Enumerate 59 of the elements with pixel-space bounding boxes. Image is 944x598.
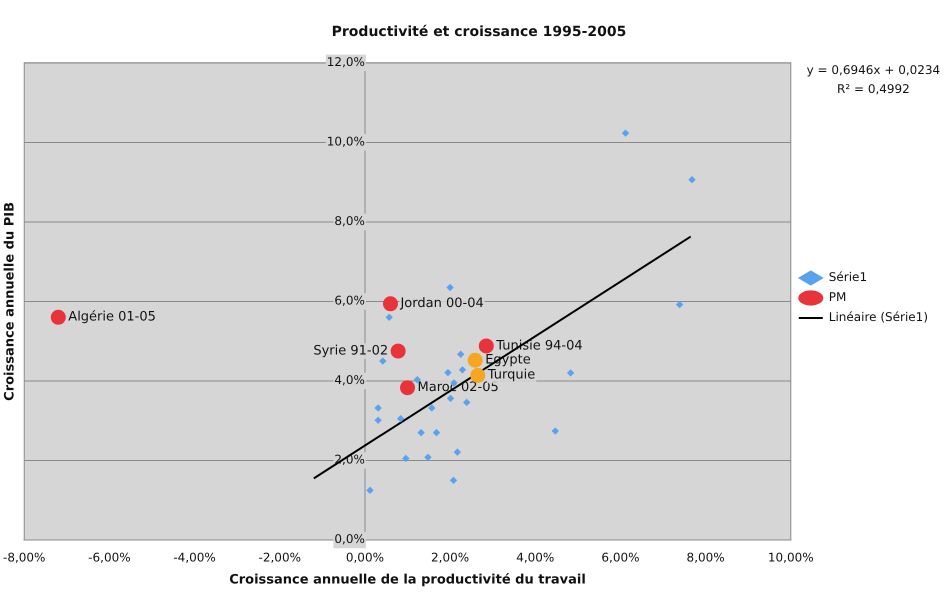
point <box>454 448 461 456</box>
point <box>688 176 696 184</box>
point <box>424 454 432 461</box>
point <box>432 429 440 436</box>
point <box>386 314 393 321</box>
data-label: Algérie 01-05 <box>68 310 156 325</box>
point <box>458 366 466 374</box>
legend-label: Série1 <box>828 270 868 284</box>
point <box>463 398 470 406</box>
point <box>50 310 66 325</box>
data-label: Syrie 91-02 <box>313 343 388 358</box>
chart-title: Productivité et croissance 1995-2005 <box>332 24 626 40</box>
x-tick-label: -8,00% <box>3 550 46 564</box>
legend-label: Linéaire (Série1) <box>828 310 928 324</box>
point <box>457 350 464 358</box>
point <box>374 404 382 412</box>
x-tick-label: 8,00% <box>686 550 725 564</box>
point <box>622 130 630 137</box>
point <box>414 376 421 384</box>
x-tick-label: -2,00% <box>258 550 301 564</box>
point <box>447 394 454 402</box>
point <box>567 369 574 376</box>
point <box>379 358 386 365</box>
text: R² = 0,4992 <box>836 82 910 96</box>
x-tick-label: 10,00% <box>768 550 814 564</box>
y-axis-title: Croissance annuelle du PIB <box>2 202 18 401</box>
point <box>402 454 410 462</box>
y-tick-label: 4,0% <box>334 373 365 388</box>
point <box>552 428 559 435</box>
y-tick-label: 0,0% <box>334 532 365 546</box>
point <box>676 301 684 308</box>
y-tick-label: 6,0% <box>334 294 365 308</box>
x-tick-label: 0,00% <box>346 550 384 564</box>
x-tick-label: 2,00% <box>431 550 470 564</box>
point <box>428 404 436 412</box>
point <box>390 344 406 359</box>
point <box>478 338 494 354</box>
point <box>468 352 483 368</box>
point <box>400 380 416 396</box>
text: y = 0,6946x + 0,0234 <box>806 62 940 77</box>
point <box>374 416 382 424</box>
x-tick-label: -4,00% <box>173 550 216 564</box>
point <box>397 415 404 422</box>
point <box>446 284 454 291</box>
data-label: Jordan 00-04 <box>399 296 484 312</box>
y-tick-label: 8,0% <box>334 214 365 228</box>
y-tick-label: 10,0% <box>326 134 365 148</box>
legend-label: PM <box>828 290 846 304</box>
point <box>382 296 398 312</box>
point <box>418 429 425 436</box>
x-tick-label: -6,00% <box>88 550 131 564</box>
y-tick-label: 12,0% <box>326 54 365 69</box>
point <box>450 476 457 484</box>
x-tick-label: 4,00% <box>516 550 554 564</box>
data-label: Turquie <box>486 368 536 383</box>
x-axis-title: Croissance annuelle de la productivité du travail <box>229 572 586 588</box>
x-tick-label: 6,00% <box>601 550 640 564</box>
point <box>444 369 452 376</box>
point <box>366 486 374 494</box>
